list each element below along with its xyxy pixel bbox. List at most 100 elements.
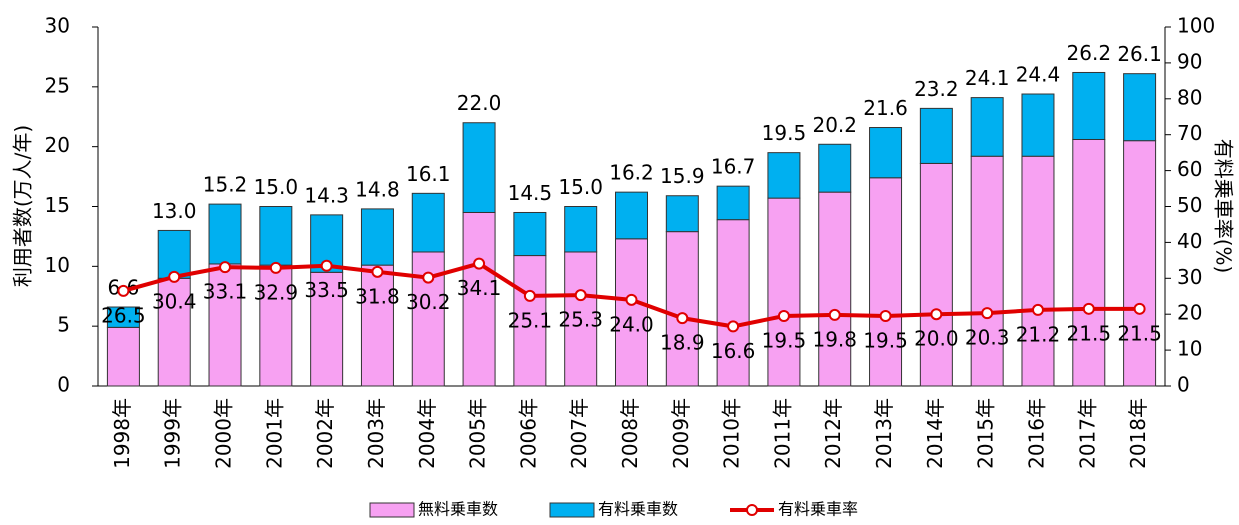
bar-segment (208, 203, 242, 265)
bar-segment (1021, 93, 1055, 157)
total-label: 14.5 (508, 181, 553, 205)
bar-segment (1123, 73, 1157, 142)
x-tick-label: 2014年 (923, 398, 947, 469)
rate-label: 26.5 (101, 303, 146, 327)
rate-marker (269, 261, 282, 274)
y2-tick-label: 60 (1177, 157, 1202, 181)
y-tick-label: 15 (45, 193, 70, 217)
rate-label: 21.5 (1117, 321, 1162, 345)
bar-segment (615, 238, 648, 387)
y-tick-label: 30 (45, 14, 70, 38)
total-label: 22.0 (457, 91, 502, 115)
total-label: 26.2 (1067, 41, 1112, 65)
bar-segment (259, 264, 293, 387)
x-tick-label: 2015年 (974, 398, 998, 469)
bar-segment (767, 152, 801, 199)
rate-marker (1082, 302, 1095, 315)
total-label: 14.8 (355, 177, 400, 201)
total-label: 16.2 (609, 161, 654, 185)
rate-marker (219, 261, 232, 274)
legend-marker (746, 504, 758, 516)
total-label: 16.1 (406, 162, 451, 186)
rate-marker (727, 320, 740, 333)
legend-label: 有料乗車率 (778, 500, 858, 519)
rate-marker (879, 309, 892, 322)
x-tick-label: 1998年 (110, 398, 134, 469)
rate-label: 30.2 (406, 290, 451, 314)
y2-tick-label: 40 (1177, 229, 1202, 253)
y-tick-label: 10 (45, 253, 70, 277)
rate-marker (981, 307, 994, 320)
bar-segment (513, 211, 547, 257)
bar-segment (106, 306, 140, 328)
y2-axis-title: 有料乗車率(%) (1212, 139, 1236, 274)
rate-marker (1133, 302, 1146, 315)
y-tick-label: 20 (45, 133, 70, 157)
bar-segment (360, 208, 394, 266)
x-tick-label: 2011年 (770, 398, 794, 469)
rate-marker (473, 257, 486, 270)
rate-marker (574, 289, 587, 302)
bar-segment (564, 206, 598, 253)
x-tick-label: 2010年 (720, 398, 744, 469)
rate-label: 31.8 (355, 284, 400, 308)
rate-marker (1031, 303, 1044, 316)
bar-segment (157, 277, 191, 387)
y2-tick-label: 30 (1177, 265, 1202, 289)
bar-segment (665, 195, 699, 233)
total-label: 26.1 (1117, 42, 1162, 66)
y2-tick-label: 0 (1177, 373, 1190, 397)
bar-segment (1072, 71, 1106, 140)
rate-label: 30.4 (152, 289, 197, 313)
x-tick-label: 2003年 (364, 398, 388, 469)
bar-segment (157, 229, 191, 279)
total-label: 15.2 (203, 173, 248, 197)
rate-label: 25.3 (558, 308, 603, 332)
rate-marker (676, 312, 689, 325)
legend-swatch (549, 502, 595, 518)
rate-marker (422, 271, 435, 284)
y-tick-label: 5 (57, 313, 70, 337)
rate-label: 24.0 (609, 312, 654, 336)
rate-label: 19.5 (762, 328, 807, 352)
bar-segment (106, 326, 140, 387)
bar-segment (208, 263, 242, 387)
total-label: 21.6 (863, 96, 908, 120)
rate-marker (523, 289, 536, 302)
rate-label: 34.1 (457, 276, 502, 300)
total-label: 16.7 (711, 155, 756, 179)
total-label: 14.3 (304, 183, 349, 207)
rate-label: 18.9 (660, 331, 705, 355)
bar-segment (411, 192, 445, 253)
legend-label: 有料乗車数 (598, 500, 678, 519)
rate-label: 19.8 (812, 327, 857, 351)
rate-marker (168, 270, 181, 283)
bar-segment (716, 219, 750, 387)
x-tick-label: 2016年 (1024, 398, 1048, 469)
bar-segment (919, 162, 953, 387)
rate-label: 25.1 (508, 308, 553, 332)
rate-marker (625, 293, 638, 306)
x-tick-label: 2018年 (1126, 398, 1150, 469)
y2-tick-label: 70 (1177, 121, 1202, 145)
bar-segment (970, 97, 1004, 157)
x-tick-label: 1999年 (161, 398, 185, 469)
x-tick-label: 2013年 (872, 398, 896, 469)
bar-segment (1021, 155, 1055, 387)
x-tick-label: 2009年 (669, 398, 693, 469)
legend-swatch (369, 502, 415, 518)
y2-tick-label: 90 (1177, 49, 1202, 73)
rate-marker (371, 265, 384, 278)
x-tick-label: 2012年 (821, 398, 845, 469)
bar-segment (1072, 138, 1106, 387)
bar-segment (462, 122, 496, 213)
bar-segment (615, 191, 648, 240)
x-tick-label: 2017年 (1075, 398, 1099, 469)
bar-segment (919, 107, 953, 164)
x-tick-label: 2006年 (516, 398, 540, 469)
bar-segment (665, 231, 699, 387)
x-tick-label: 2002年 (313, 398, 337, 469)
x-tick-label: 2005年 (466, 398, 490, 469)
bar-segment (564, 251, 598, 387)
rate-marker (117, 284, 130, 297)
